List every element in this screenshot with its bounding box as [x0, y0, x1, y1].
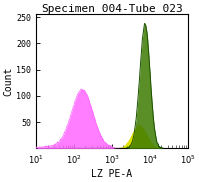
Y-axis label: Count: Count — [3, 67, 14, 96]
X-axis label: LZ PE-A: LZ PE-A — [91, 169, 132, 179]
Title: Specimen_004-Tube_023: Specimen_004-Tube_023 — [41, 3, 183, 14]
